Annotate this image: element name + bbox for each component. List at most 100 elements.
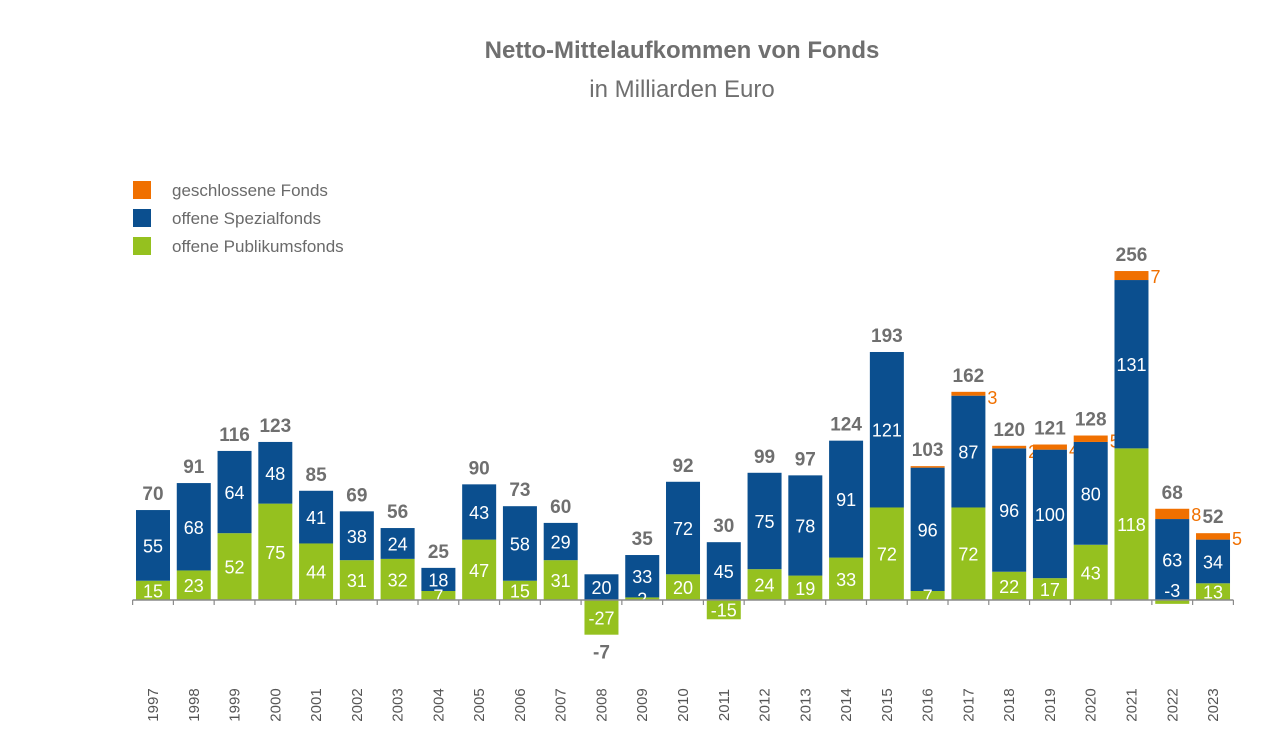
bar-segment-spezialfonds — [339, 511, 374, 561]
data-label-total: 69 — [346, 485, 367, 506]
data-label-publikumsfonds: 47 — [469, 561, 489, 581]
data-label-spezialfonds: 63 — [1162, 551, 1182, 571]
bar-segment-spezialfonds — [462, 484, 497, 540]
data-label-publikumsfonds: 72 — [877, 545, 897, 565]
data-label-total: 92 — [672, 456, 693, 477]
bar-segment-geschlossene — [1073, 435, 1108, 442]
data-label-spezialfonds: 29 — [551, 533, 571, 553]
data-label-publikumsfonds: 20 — [673, 578, 693, 598]
data-label-total: 30 — [713, 516, 734, 537]
data-label-publikumsfonds: 32 — [388, 570, 408, 590]
x-tick-label: 1997 — [145, 688, 162, 721]
bar-group-2014: 33 91 124 — [829, 415, 864, 600]
bar-segment-geschlossene — [1114, 271, 1149, 281]
bar-group-2011: -15 45 30 — [706, 516, 741, 621]
x-tick-label: 2010 — [675, 688, 692, 721]
data-label-publikumsfonds: 15 — [510, 581, 530, 601]
data-label-publikumsfonds: 43 — [1081, 563, 1101, 583]
bar-group-2019: 417100121 — [1032, 419, 1079, 600]
data-label-total: 52 — [1202, 507, 1223, 528]
data-label-spezialfonds: 34 — [1203, 552, 1223, 572]
bar-group-1998: 23 68 91 — [176, 457, 211, 600]
bar-segment-publikumsfonds — [584, 600, 619, 635]
bar-segment-publikumsfonds — [829, 557, 864, 600]
data-label-total: 123 — [259, 416, 291, 437]
x-tick-label: 1999 — [227, 688, 244, 721]
bar-segment-publikumsfonds — [380, 558, 415, 600]
bar-segment-publikumsfonds — [258, 503, 293, 600]
bar-segment-spezialfonds — [1073, 441, 1108, 545]
data-label-total: 121 — [1034, 419, 1066, 440]
bar-group-2013: 19 78 97 — [788, 449, 823, 600]
x-tick-label: 2016 — [920, 688, 937, 721]
bar-group-2000: 75 48 123 — [258, 416, 293, 600]
data-label-total: 128 — [1075, 410, 1107, 431]
bar-segment-publikumsfonds — [1032, 578, 1067, 600]
data-label-total: 124 — [830, 415, 862, 436]
data-label-publikumsfonds: 19 — [795, 579, 815, 599]
data-label-spezialfonds: 131 — [1116, 355, 1146, 375]
bars: 1555702368915264116754812344418531386932… — [136, 245, 1242, 664]
data-label-total: 85 — [306, 465, 328, 486]
bar-segment-spezialfonds — [1114, 280, 1149, 449]
bar-segment-geschlossene — [1155, 508, 1190, 520]
bar-segment-publikumsfonds — [421, 591, 456, 600]
bar-segment-spezialfonds — [1196, 539, 1231, 584]
data-label-publikumsfonds: 31 — [551, 571, 571, 591]
data-label-publikumsfonds: 24 — [755, 576, 775, 596]
bar-group-2007: 31 29 60 — [543, 497, 578, 600]
bar-segment-spezialfonds — [951, 395, 986, 508]
bar-group-2023: 5 13 34 52 — [1196, 507, 1242, 603]
bar-group-2003: 32 24 56 — [380, 502, 415, 600]
x-tick-label: 2012 — [757, 688, 774, 721]
data-label-total: 116 — [219, 425, 250, 446]
data-label-total: 68 — [1162, 483, 1183, 504]
data-label-spezialfonds: 68 — [184, 518, 204, 538]
bar-segment-spezialfonds — [829, 440, 864, 558]
bar-segment-publikumsfonds — [1155, 600, 1190, 604]
x-tick-label: 2013 — [797, 688, 814, 721]
data-label-total: 73 — [509, 480, 530, 501]
x-tick-label: 2014 — [838, 688, 855, 721]
chart-subtitle: in Milliarden Euro — [589, 76, 774, 103]
legend-swatch-publikumsfonds — [133, 237, 151, 255]
data-label-publikumsfonds: 7 — [923, 587, 933, 607]
data-label-spezialfonds: 100 — [1035, 505, 1065, 525]
bar-segment-spezialfonds — [584, 574, 619, 600]
data-label-spezialfonds: 38 — [347, 527, 367, 547]
data-label-total: 25 — [428, 542, 450, 563]
data-label-publikumsfonds: -3 — [1164, 581, 1180, 601]
data-label-spezialfonds: 87 — [958, 443, 978, 463]
x-tick-label: 2000 — [267, 688, 284, 721]
bar-segment-geschlossene — [951, 391, 986, 396]
data-label-geschlossene: 8 — [1191, 505, 1201, 525]
data-label-total: 162 — [953, 366, 985, 387]
bar-segment-spezialfonds — [910, 467, 945, 592]
bar-segment-publikumsfonds — [1196, 583, 1231, 600]
data-label-total: -7 — [593, 643, 610, 664]
x-tick-label: 2008 — [593, 688, 610, 721]
bar-segment-spezialfonds — [1155, 519, 1190, 600]
x-tick-label: 2011 — [716, 689, 733, 721]
x-axis: 1997 1998 1999 2000 2001 2002 2003 2004 2005 2006… — [132, 599, 1235, 722]
data-label-spezialfonds: 41 — [306, 508, 326, 528]
bar-segment-spezialfonds — [666, 481, 701, 575]
data-label-spezialfonds: 18 — [428, 570, 448, 590]
bar-segment-publikumsfonds — [543, 560, 578, 600]
bar-group-2022: 8 -3 63 68 — [1155, 483, 1201, 604]
x-tick-label: 2006 — [512, 688, 529, 721]
data-label-spezialfonds: 43 — [469, 503, 489, 523]
bar-group-2021: 7 118 131 256 — [1114, 245, 1160, 600]
bar-segment-publikumsfonds — [217, 533, 252, 600]
bar-segment-spezialfonds — [217, 450, 252, 534]
bar-group-2016: 7 96 103 — [910, 440, 945, 607]
data-label-spezialfonds: 33 — [632, 567, 652, 587]
bar-segment-publikumsfonds — [462, 539, 497, 600]
data-label-spezialfonds: 48 — [265, 464, 285, 484]
data-label-publikumsfonds: 118 — [1117, 515, 1146, 535]
data-label-spezialfonds: 45 — [714, 562, 734, 582]
legend-swatch-geschlossene — [133, 181, 151, 199]
data-label-publikumsfonds: 31 — [347, 571, 367, 591]
x-tick-label: 2021 — [1123, 688, 1140, 721]
